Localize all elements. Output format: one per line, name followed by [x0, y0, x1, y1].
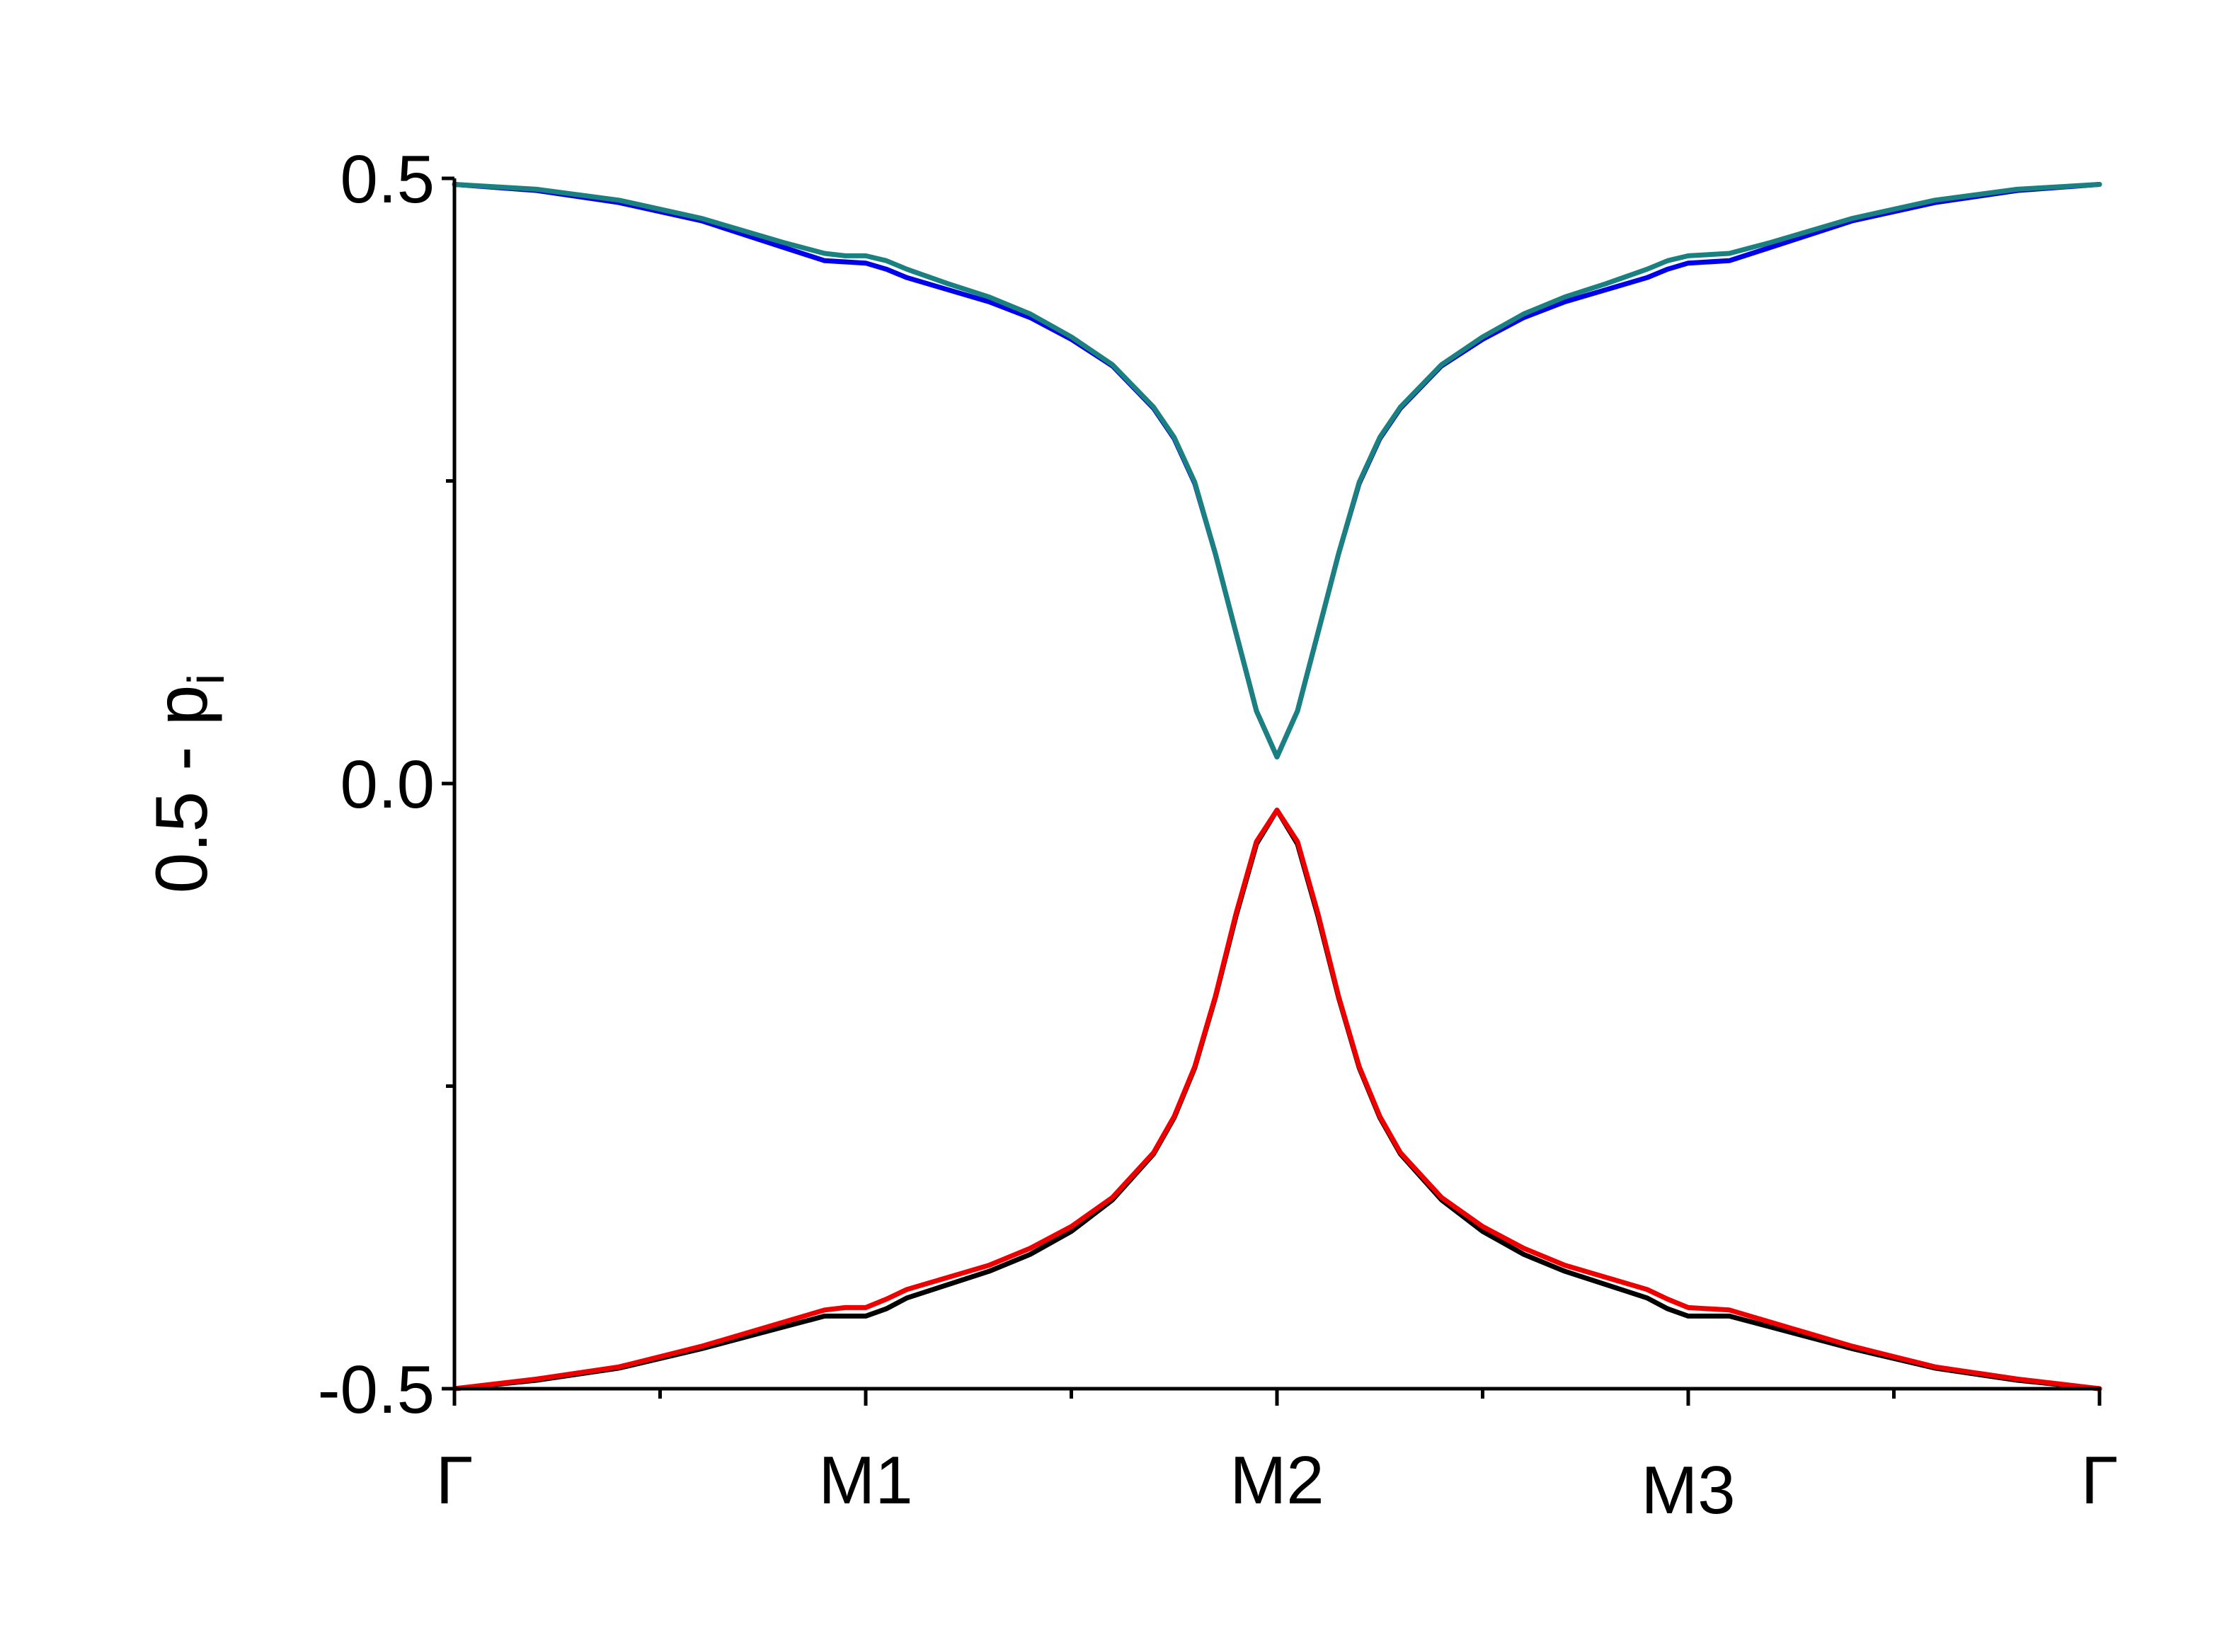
x-tick-label-5: Γ: [2081, 1442, 2119, 1518]
x-tick-label-1: Γ: [436, 1442, 474, 1518]
y-axis-label: 0.5 - pi: [141, 674, 235, 894]
y-axis-label-main: 0.5 - p: [141, 685, 223, 894]
x-tick-label-3: M2: [1230, 1442, 1324, 1518]
y-tick-label-3: -0.5: [318, 1352, 435, 1428]
x-tick-label-2: M1: [818, 1442, 912, 1518]
y-ticks: 0.5 0.0 -0.5: [318, 142, 454, 1428]
x-ticks: Γ M1 M2 M3 Γ: [436, 1389, 2119, 1528]
y-tick-label-1: 0.5: [340, 142, 435, 217]
series-line-4: [452, 808, 2102, 1392]
y-tick-label-2: 0.0: [340, 747, 435, 822]
x-tick-label-4: M3: [1641, 1452, 1735, 1528]
series-line-2: [452, 182, 2102, 759]
y-axis-label-subscript: i: [178, 674, 235, 685]
series-layer: [452, 182, 2102, 1392]
